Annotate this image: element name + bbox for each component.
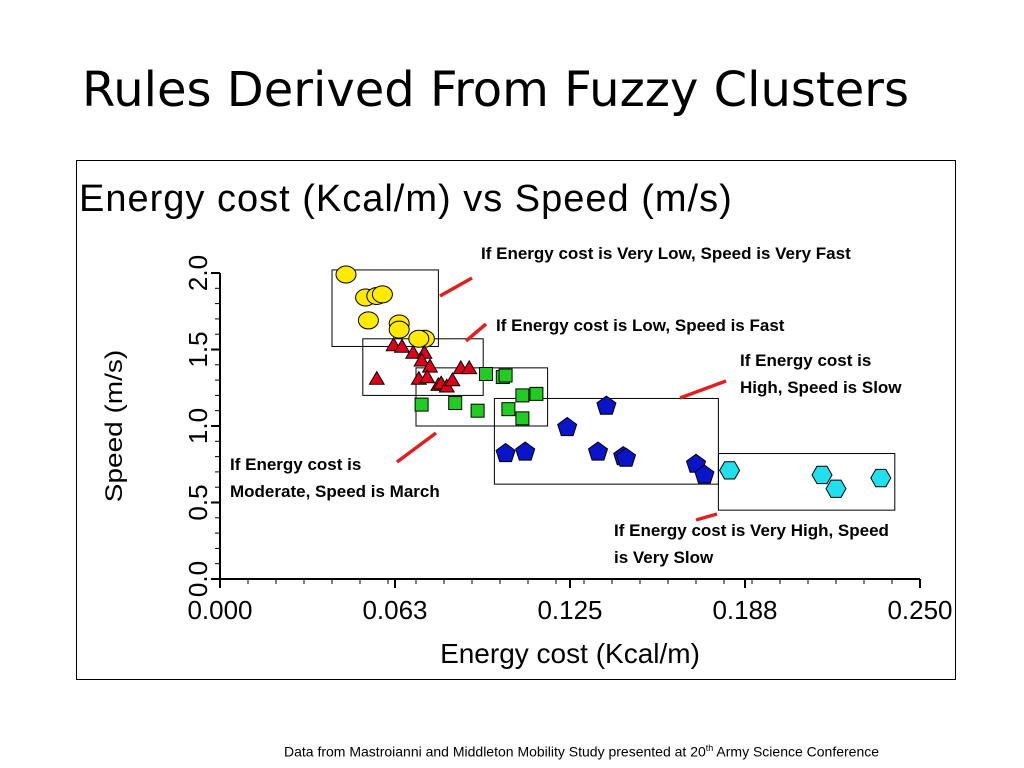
data-point-square [448,396,463,411]
cluster-box [331,269,439,347]
data-point-square [515,411,530,426]
footnote: Data from Mastroianni and Middleton Mobi… [284,743,879,760]
data-point-square [470,403,485,418]
chart-title: Energy cost (Kcal/m) vs Speed (m/s) [79,178,733,220]
x-tick-label: 0.188 [712,595,777,625]
data-point-triangle [460,359,478,375]
slide-title: Rules Derived From Fuzzy Clusters [82,62,909,118]
data-point-triangle [413,352,430,367]
x-tick-label: 0.250 [887,595,952,625]
data-point-pentagon [615,447,637,467]
data-point-triangle [421,358,439,373]
data-point-triangle [418,369,436,384]
data-point-circle [335,265,357,284]
data-point-circle [408,329,430,348]
y-tick-label: 1.0 [183,408,213,444]
rule-high: If Energy cost is High, Speed is Slow [740,351,902,397]
y-tick-label: 2.0 [183,255,213,291]
data-point-triangle [393,338,411,353]
pointer-line-high [679,379,727,400]
data-point-hexagon [719,461,741,480]
footnote-text: Data from Mastroianni and Middleton Mobi… [284,743,706,760]
data-point-square [529,386,544,401]
y-tick-label: 1.5 [183,331,213,367]
x-tick-label: 0.000 [187,595,252,625]
data-point-circle [357,311,379,330]
rule-very-high: If Energy cost is Very High, Speed is Ve… [614,521,889,567]
data-point-hexagon [870,468,892,488]
data-point-circle [371,285,393,304]
pointer-line-very-high [695,512,718,522]
x-axis-title: Energy cost (Kcal/m) [440,638,700,669]
rule-low: If Energy cost is Low, Speed is Fast [496,316,785,335]
cluster-box [717,453,896,511]
data-point-pentagon [694,464,715,484]
data-point-triangle [444,372,461,387]
data-point-square [515,388,530,403]
data-point-triangle [404,344,422,359]
rule-very-low: If Energy cost is Very Low, Speed is Ver… [481,244,851,263]
data-point-pentagon [596,395,617,415]
pointer-line-very-low [439,276,473,298]
data-point-hexagon [811,465,833,485]
data-point-pentagon [587,441,609,461]
y-tick-label: 0.5 [183,484,213,520]
footnote-text-end: Army Science Conference [713,743,880,760]
data-point-pentagon [515,441,536,461]
data-point-square [479,366,493,381]
data-point-triangle [368,370,386,385]
data-point-pentagon [557,416,578,437]
data-point-hexagon [825,479,847,498]
data-point-square [414,397,429,412]
x-tick-label: 0.063 [362,595,427,625]
chart-frame: Energy cost (Kcal/m) vs Speed (m/s) 0.000… [76,160,956,680]
data-point-circle [388,320,410,339]
footnote-superscript: th [705,743,714,753]
data-point-square [498,368,513,383]
x-tick-label: 0.125 [537,595,602,625]
data-point-pentagon [495,442,516,463]
y-tick-label: 0.0 [183,561,213,597]
y-axis-title: Speed (m/s) [100,350,127,502]
scatter-chart: Energy cost (Kcal/m) vs Speed (m/s) 0.000… [79,178,953,669]
data-point-square [501,402,516,417]
pointer-line-moderate [395,431,438,464]
pointer-line-low [464,322,488,343]
rule-moderate: If Energy cost is Moderate, Speed is Mar… [230,455,440,501]
